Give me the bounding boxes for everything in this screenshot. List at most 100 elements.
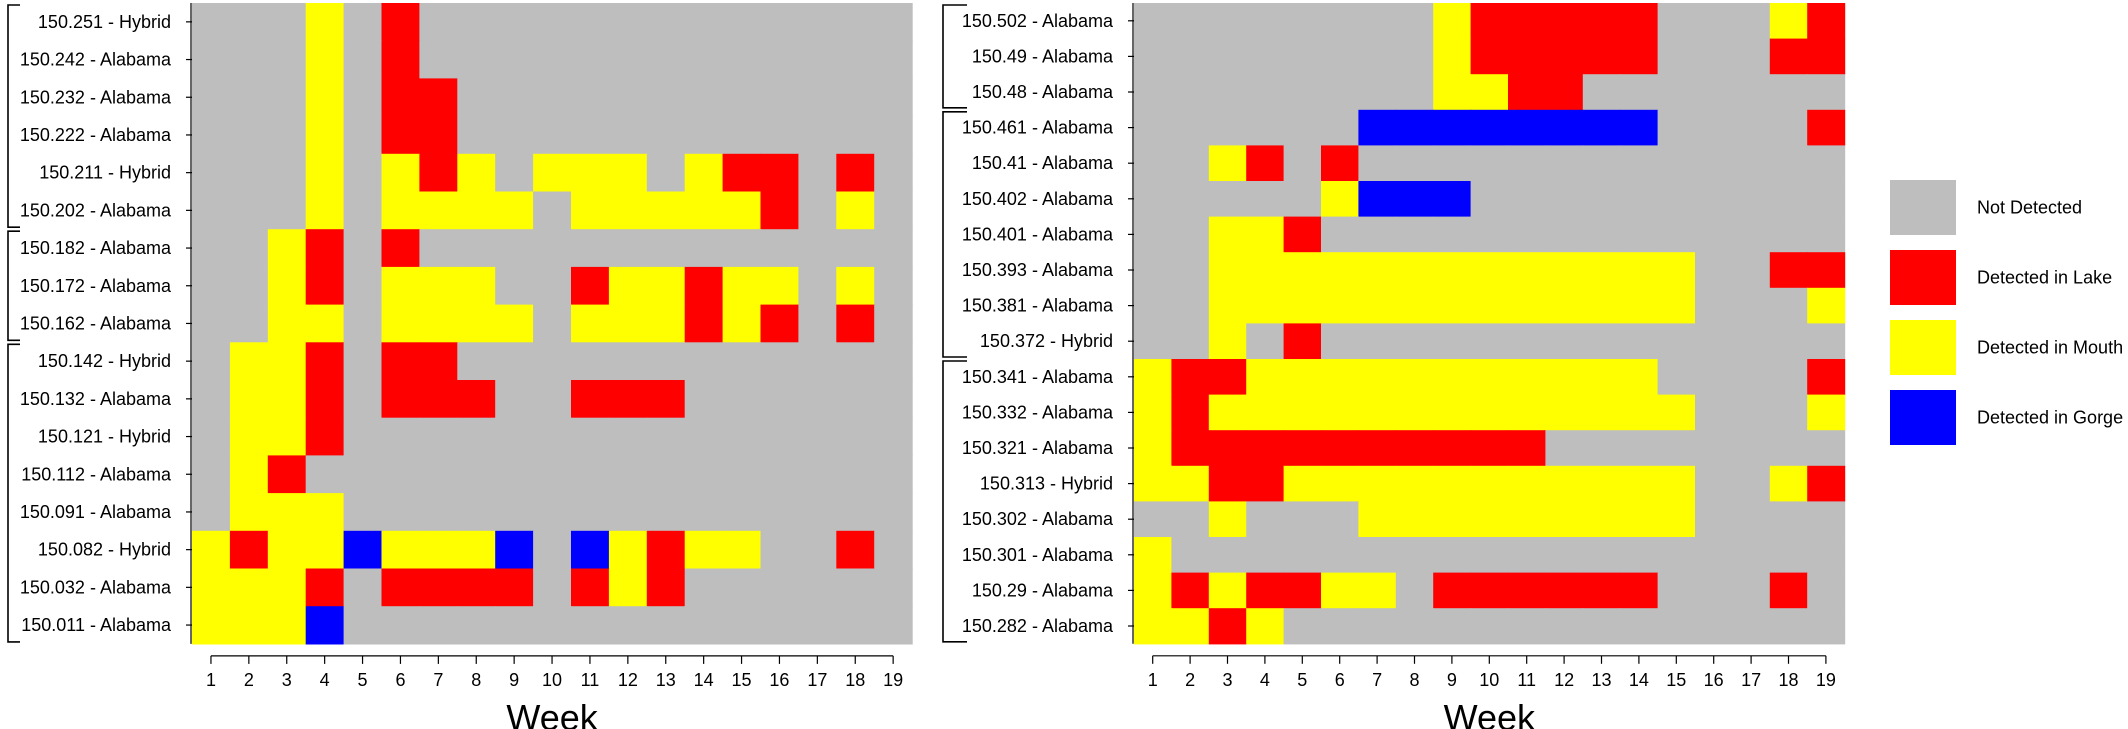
heatmap-cell [192, 3, 231, 42]
heatmap-cell [1508, 38, 1546, 75]
heatmap-cell [1807, 181, 1846, 218]
heatmap-cell [1134, 537, 1172, 574]
heatmap-cell [381, 380, 420, 419]
x-tick-label: 13 [656, 670, 676, 690]
heatmap-cell [1358, 145, 1397, 182]
heatmap-cell [1395, 572, 1434, 609]
heatmap-cell [684, 493, 724, 532]
heatmap-cell [1620, 3, 1659, 40]
x-tick-label: 13 [1591, 670, 1611, 690]
x-tick-label: 11 [1517, 670, 1536, 690]
heatmap-cell [1395, 537, 1434, 574]
heatmap-cell [419, 40, 458, 79]
heatmap-cell [343, 530, 383, 570]
row-label: 150.251 - Hybrid [38, 12, 171, 32]
heatmap-cell [381, 40, 420, 79]
row-label: 150.202 - Alabama [20, 200, 172, 220]
heatmap-cell [495, 153, 534, 193]
heatmap-cell [533, 380, 572, 419]
heatmap-cell [229, 116, 269, 155]
heatmap-cell [457, 417, 496, 456]
heatmap-cell [381, 493, 420, 532]
heatmap-cell [419, 455, 458, 494]
heatmap-cell [1508, 572, 1546, 609]
heatmap-cell [1208, 74, 1247, 111]
heatmap-cell [1732, 109, 1771, 146]
heatmap-cell [419, 116, 458, 155]
heatmap-cell [1395, 608, 1434, 645]
group-bracket [7, 4, 20, 228]
heatmap-cell [1283, 145, 1322, 182]
heatmap-cell [457, 191, 496, 230]
x-tick-label: 14 [694, 670, 714, 690]
row-label: 150.401 - Alabama [962, 224, 1114, 244]
heatmap-cell [1171, 394, 1210, 431]
heatmap-cell [1732, 38, 1771, 75]
row-label: 150.121 - Hybrid [38, 427, 171, 447]
heatmap-cell [571, 304, 610, 343]
heatmap-cell [646, 455, 686, 494]
heatmap-cell [229, 342, 269, 381]
heatmap-cell [798, 342, 837, 381]
heatmap-cell [1134, 38, 1172, 75]
group-bracket [942, 360, 967, 643]
heatmap-cell [267, 530, 307, 570]
heatmap-cell [760, 3, 799, 42]
row-label: 150.302 - Alabama [962, 509, 1114, 529]
heatmap-cell [192, 568, 231, 607]
heatmap-cell [1695, 359, 1733, 396]
row-label: 150.211 - Hybrid [39, 163, 171, 183]
heatmap-cell [1508, 323, 1546, 360]
row-label: 150.341 - Alabama [962, 367, 1114, 387]
heatmap-cell [1508, 216, 1546, 253]
heatmap-cell [1545, 109, 1584, 146]
heatmap-cell [1470, 3, 1509, 40]
heatmap-cell [229, 455, 269, 494]
heatmap-cell [533, 304, 572, 343]
heatmap-cell [722, 304, 762, 343]
heatmap-cell [1321, 501, 1359, 538]
heatmap-cell [646, 493, 686, 532]
heatmap-cell [1470, 537, 1509, 574]
legend-swatch [1890, 250, 1956, 305]
heatmap-cell [1134, 109, 1172, 146]
heatmap-cell [836, 191, 875, 230]
heatmap-cell [267, 304, 307, 343]
heatmap-cell [1246, 572, 1285, 609]
heatmap-cell [1321, 216, 1359, 253]
heatmap-cell [457, 3, 496, 42]
heatmap-cell [1283, 465, 1322, 502]
heatmap-cell [1171, 537, 1210, 574]
heatmap-cell [760, 191, 799, 230]
heatmap-cell [1769, 252, 1808, 289]
legend-label: Detected in Gorge [1977, 408, 2123, 428]
heatmap-cell [457, 266, 496, 306]
heatmap-cell [1283, 3, 1322, 40]
heatmap-cell [419, 493, 458, 532]
heatmap-cell [1620, 287, 1659, 324]
heatmap-cell [1171, 3, 1210, 40]
heatmap-cell [305, 116, 345, 155]
heatmap-cell [305, 153, 345, 193]
heatmap-cell [836, 493, 875, 532]
heatmap-cell [722, 191, 762, 230]
heatmap-cell [1657, 181, 1696, 218]
x-tick-label: 17 [1741, 670, 1761, 690]
heatmap-cell [684, 40, 724, 79]
heatmap-cell [1657, 501, 1696, 538]
heatmap-cell [305, 493, 345, 532]
heatmap-cell [1358, 465, 1397, 502]
heatmap-cell [1208, 287, 1247, 324]
heatmap-cell [571, 78, 610, 117]
row-label: 150.381 - Alabama [962, 296, 1114, 316]
heatmap-cell [646, 191, 686, 230]
heatmap-cell [1134, 74, 1172, 111]
heatmap-cell [1657, 109, 1696, 146]
heatmap-cell [1545, 252, 1584, 289]
heatmap-cell [1246, 501, 1285, 538]
x-tick-label: 5 [1297, 670, 1307, 690]
heatmap-cell [1508, 394, 1546, 431]
heatmap-cell [1769, 572, 1808, 609]
heatmap-cell [1620, 38, 1659, 75]
heatmap-cell [1470, 216, 1509, 253]
